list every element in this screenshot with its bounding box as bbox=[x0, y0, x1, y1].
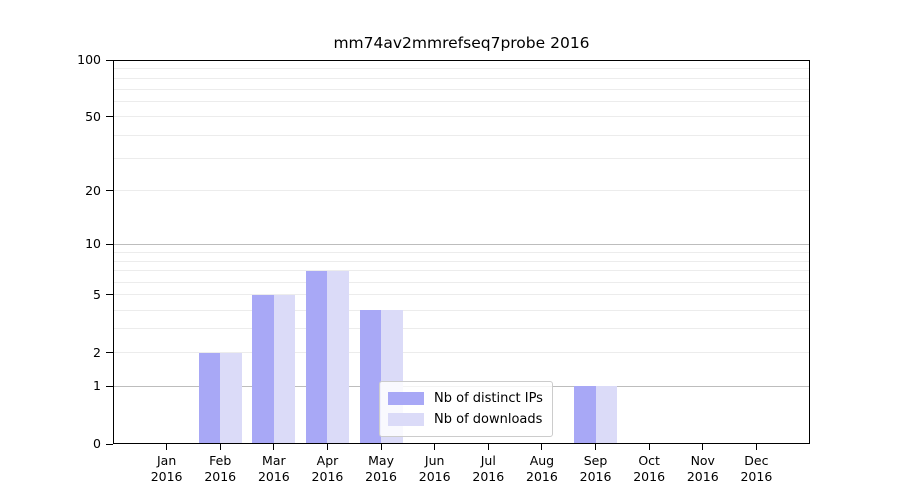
y-tick-label: 2 bbox=[93, 344, 101, 360]
x-tick-mark bbox=[541, 444, 543, 450]
y-tick-label: 5 bbox=[93, 286, 101, 302]
legend-label: Nb of downloads bbox=[434, 412, 543, 427]
x-tick-label: Aug 2016 bbox=[526, 453, 558, 484]
right-spine bbox=[809, 60, 810, 444]
bar bbox=[220, 352, 242, 444]
y-tick-label: 1 bbox=[93, 378, 101, 394]
y-tick-label: 0 bbox=[93, 436, 101, 451]
y-tick-mark bbox=[106, 443, 113, 445]
y-gridline-minor bbox=[113, 260, 810, 262]
x-axis-line bbox=[113, 443, 810, 444]
x-tick-label: Apr 2016 bbox=[311, 453, 344, 484]
bar bbox=[574, 386, 596, 444]
y-tick-mark bbox=[106, 294, 113, 296]
bar bbox=[273, 294, 296, 444]
x-tick-mark bbox=[434, 444, 436, 450]
x-tick-label: Feb 2016 bbox=[204, 453, 237, 484]
legend-item: Nb of downloads bbox=[388, 409, 543, 430]
x-tick-mark bbox=[166, 444, 168, 450]
y-tick-label: 10 bbox=[85, 236, 101, 252]
y-tick-mark bbox=[106, 352, 113, 354]
bar bbox=[595, 386, 618, 444]
bar bbox=[252, 294, 274, 444]
legend-swatch bbox=[388, 392, 424, 405]
y-tick-mark bbox=[106, 190, 113, 192]
top-spine bbox=[113, 60, 810, 61]
y-tick-label: 100 bbox=[77, 52, 101, 67]
y-gridline-minor bbox=[113, 190, 810, 192]
bar bbox=[327, 270, 349, 444]
y-gridline-minor bbox=[113, 251, 810, 253]
x-tick-mark bbox=[755, 444, 757, 450]
x-tick-label: Mar 2016 bbox=[257, 453, 290, 484]
y-gridline-minor bbox=[113, 352, 810, 354]
bar bbox=[198, 352, 221, 444]
legend-item: Nb of distinct IPs bbox=[388, 388, 543, 409]
x-tick-mark bbox=[487, 444, 489, 450]
y-gridline-minor bbox=[113, 270, 810, 272]
plot-area: Nb of distinct IPs Nb of downloads bbox=[113, 59, 810, 444]
x-tick-label: Jan 2016 bbox=[150, 453, 183, 484]
y-tick-label: 20 bbox=[85, 182, 101, 198]
y-gridline-minor bbox=[113, 101, 810, 103]
x-tick-mark bbox=[273, 444, 275, 450]
legend-swatch bbox=[388, 413, 424, 426]
x-tick-mark bbox=[702, 444, 704, 450]
y-gridline-minor bbox=[113, 328, 810, 330]
y-gridline-major bbox=[113, 243, 810, 245]
x-tick-label: May 2016 bbox=[365, 453, 397, 484]
y-axis-line bbox=[113, 60, 114, 444]
x-tick-label: Oct 2016 bbox=[633, 453, 666, 484]
y-tick-label: 50 bbox=[85, 108, 101, 124]
bar bbox=[305, 270, 328, 444]
y-gridline-minor bbox=[113, 281, 810, 283]
y-gridline-minor bbox=[113, 157, 810, 159]
x-tick-label: Nov 2016 bbox=[686, 453, 719, 484]
legend-label: Nb of distinct IPs bbox=[434, 391, 543, 406]
y-tick-mark bbox=[106, 116, 113, 118]
x-tick-label: Jul 2016 bbox=[472, 453, 505, 484]
bar bbox=[359, 310, 382, 444]
chart-title: mm74av2mmrefseq7probe 2016 bbox=[333, 34, 590, 52]
y-gridline-minor bbox=[113, 309, 810, 311]
x-tick-label: Dec 2016 bbox=[740, 453, 773, 484]
y-gridline-minor bbox=[113, 134, 810, 136]
x-tick-mark bbox=[648, 444, 650, 450]
x-tick-mark bbox=[219, 444, 221, 450]
x-tick-label: Jun 2016 bbox=[418, 453, 451, 484]
y-gridline-minor bbox=[113, 88, 810, 90]
y-tick-mark bbox=[106, 59, 113, 61]
y-gridline-minor bbox=[113, 294, 810, 296]
y-tick-mark bbox=[106, 385, 113, 387]
x-tick-mark bbox=[380, 444, 382, 450]
legend: Nb of distinct IPs Nb of downloads bbox=[379, 381, 553, 437]
x-tick-label: Sep 2016 bbox=[579, 453, 612, 484]
y-gridline-minor bbox=[113, 68, 810, 70]
y-gridline-minor bbox=[113, 77, 810, 79]
x-tick-mark bbox=[326, 444, 328, 450]
y-gridline-minor bbox=[113, 116, 810, 118]
x-tick-mark bbox=[595, 444, 597, 450]
y-tick-mark bbox=[106, 243, 113, 245]
